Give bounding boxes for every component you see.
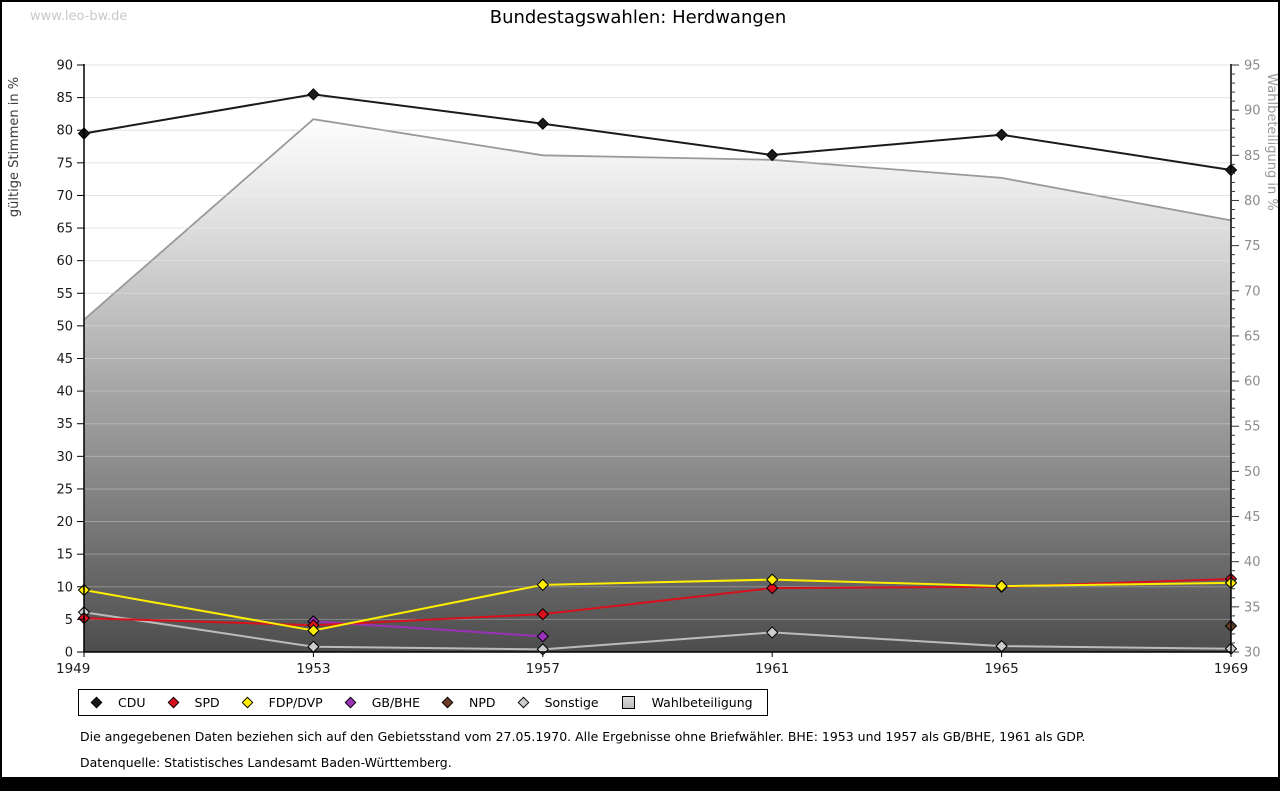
right-axis-title: Wahlbeteiligung in % [1264, 73, 1278, 210]
series-cdu [77, 88, 1238, 177]
legend-marker-sonstige [517, 696, 529, 709]
wahlbeteiligung-area [84, 119, 1231, 652]
bottom-border-bar [2, 777, 1278, 789]
legend-item-fdp-dvp: FDP/DVP [241, 695, 323, 710]
right-tick-label: 45 [1244, 510, 1261, 525]
right-tick-label: 65 [1244, 329, 1261, 344]
left-tick-label: 5 [65, 613, 73, 628]
right-tick-label: 80 [1244, 194, 1261, 209]
left-tick-label: 40 [56, 385, 73, 400]
right-tick-label: 90 [1244, 104, 1261, 119]
footnote-datenquelle: Datenquelle: Statistisches Landesamt Bad… [80, 755, 452, 770]
legend-marker-gb-bhe [344, 696, 357, 709]
page-title: Bundestagswahlen: Herdwangen [490, 7, 787, 28]
legend-label-spd: SPD [194, 695, 220, 710]
watermark: www.leo-bw.de [30, 9, 127, 24]
chart-legend: CDU SPD FDP/DVP GB/BHE NPD Sonstige Wahlbeteil… [78, 689, 768, 716]
gridlines-overlay [84, 64, 1231, 620]
right-tick-label: 55 [1244, 420, 1261, 435]
point-cdu-1965 [995, 128, 1008, 141]
left-tick-label: 55 [56, 287, 73, 302]
point-fdp-dvp-1953 [307, 624, 320, 637]
right-tick-label: 85 [1244, 149, 1261, 164]
legend-item-npd: NPD [441, 695, 496, 710]
point-gb-bhe-1957 [536, 630, 550, 643]
legend-item-cdu: CDU [90, 695, 146, 710]
left-tick-label: 10 [56, 580, 73, 595]
left-tick-label: 0 [65, 646, 73, 661]
left-tick-label: 80 [56, 124, 73, 139]
point-fdp-dvp-1957 [536, 578, 550, 592]
legend-item-gb-bhe: GB/BHE [344, 695, 421, 710]
legend-item-sonstige: Sonstige [517, 695, 599, 710]
x-tick-label: 1957 [526, 661, 560, 677]
right-tick-label: 75 [1244, 239, 1261, 254]
left-axis-title: gültige Stimmen in % [7, 77, 22, 217]
legend-label-wahlbeteiligung: Wahlbeteiligung [651, 695, 753, 710]
right-tick-label: 35 [1244, 600, 1261, 615]
legend-label-gb-bhe: GB/BHE [371, 695, 421, 710]
legend-marker-cdu [90, 696, 103, 709]
legend-item-wahlbeteiligung: Wahlbeteiligung [621, 695, 753, 710]
legend-label-fdp-dvp: FDP/DVP [268, 695, 323, 710]
election-chart: www.leo-bw.de Bundestagswahlen: Herdwang… [7, 7, 1278, 678]
footnote-gebietsstand: Die angegebenen Daten beziehen sich auf … [80, 729, 1086, 744]
left-tick-label: 20 [56, 515, 73, 530]
x-tick-label: 1961 [755, 661, 789, 677]
left-tick-label: 25 [56, 482, 73, 497]
series-wahlbeteiligung [83, 64, 1232, 652]
point-spd-1957 [536, 607, 550, 621]
legend-marker-wahlbeteiligung [621, 696, 635, 709]
left-tick-label: 70 [56, 189, 73, 204]
legend-label-cdu: CDU [118, 695, 146, 710]
left-tick-label: 45 [56, 352, 73, 367]
legend-label-sonstige: Sonstige [544, 695, 599, 710]
legend-marker-spd [167, 696, 179, 709]
legend-marker-fdp-dvp [241, 696, 253, 709]
point-spd-1961 [765, 581, 779, 595]
left-tick-label: 15 [56, 548, 73, 563]
x-tick-label: 1969 [1214, 661, 1248, 677]
left-tick-label: 75 [56, 156, 73, 171]
right-tick-label: 60 [1244, 375, 1261, 390]
right-tick-label: 70 [1244, 284, 1261, 299]
left-tick-label: 30 [56, 450, 73, 465]
point-cdu-1957 [536, 117, 550, 130]
point-fdp-dvp-1961 [765, 573, 779, 586]
legend-item-spd: SPD [167, 695, 220, 710]
legend-label-npd: NPD [469, 695, 496, 710]
point-fdp-dvp-1965 [995, 579, 1008, 593]
point-sonstige-1961 [765, 626, 779, 639]
right-tick-label: 95 [1244, 59, 1261, 74]
x-tick-label: 1965 [984, 661, 1018, 677]
plot-area: 0 5 10 15 20 25 30 35 40 45 50 55 60 65 70 75 80 85 90 30 35… [56, 59, 1261, 678]
x-tick-label: 1949 [56, 661, 90, 677]
left-tick-label: 85 [56, 91, 73, 106]
left-tick-label: 90 [56, 59, 73, 74]
x-tick-label: 1953 [296, 661, 330, 677]
point-cdu-1953 [307, 88, 320, 101]
left-tick-label: 60 [56, 254, 73, 269]
right-tick-label: 50 [1244, 465, 1261, 480]
axes: 0 5 10 15 20 25 30 35 40 45 50 55 60 65 70 75 80 85 90 30 35… [56, 59, 1261, 678]
left-tick-label: 35 [56, 417, 73, 432]
right-tick-label: 30 [1244, 646, 1261, 661]
legend-marker-npd [441, 696, 454, 709]
left-tick-label: 50 [56, 319, 73, 334]
right-tick-label: 40 [1244, 555, 1261, 570]
left-tick-label: 65 [56, 222, 73, 237]
point-cdu-1961 [765, 148, 779, 162]
